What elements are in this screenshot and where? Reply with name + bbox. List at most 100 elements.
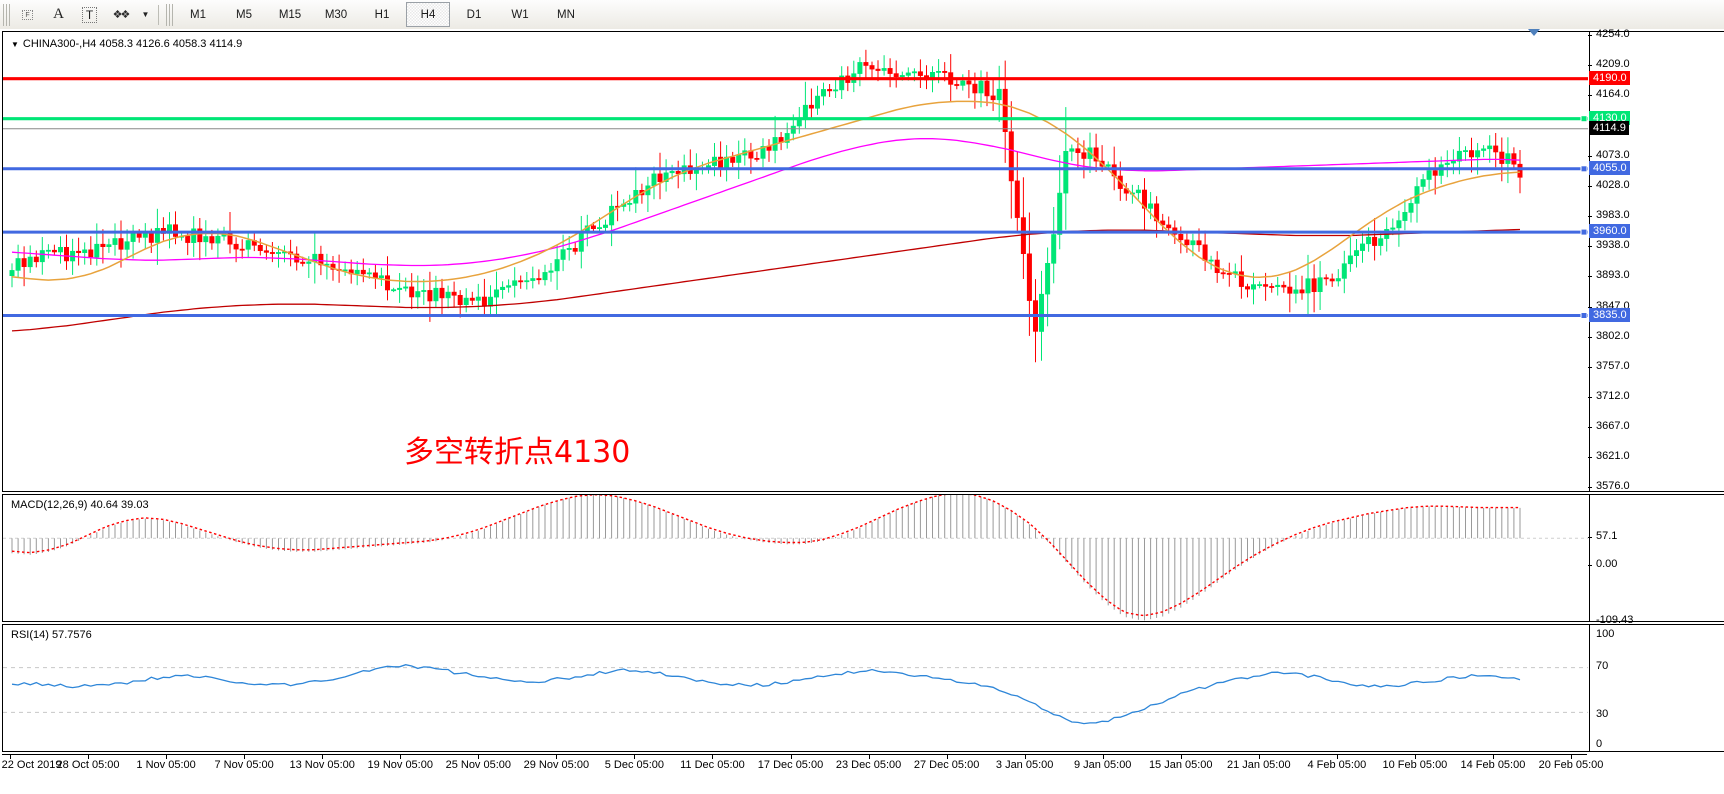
date-axis-label: 5 Dec 05:00 xyxy=(604,759,665,771)
timeframe-m30[interactable]: M30 xyxy=(324,8,348,21)
price-tag-4055.0[interactable]: 4055.0 xyxy=(1589,160,1630,175)
price-axis-tick xyxy=(1588,155,1592,157)
timeframe-mn[interactable]: MN xyxy=(557,8,575,21)
date-axis-label: 14 Feb 05:00 xyxy=(1460,759,1526,771)
macd-histogram xyxy=(11,495,1521,621)
price-tag-4114.9[interactable]: 4114.9 xyxy=(1589,120,1629,135)
price-tag-3960.0[interactable]: 3960.0 xyxy=(1589,224,1630,239)
rsi-header: RSI(14) 57.7576 xyxy=(11,629,92,641)
date-axis-label: 21 Jan 05:00 xyxy=(1226,759,1291,771)
timeframe-d1[interactable]: D1 xyxy=(466,8,482,21)
date-axis-tick xyxy=(1336,755,1338,759)
date-axis-tick xyxy=(1571,755,1572,759)
timeframe-w1[interactable]: W1 xyxy=(511,8,529,21)
timeframe-h1[interactable]: H1 xyxy=(374,8,390,21)
text-box-icon[interactable]: T xyxy=(75,2,104,27)
macd-header: MACD(12,26,9) 40.64 39.03 xyxy=(11,499,149,511)
date-axis-tick xyxy=(1024,755,1026,759)
rsi-axis-line xyxy=(1589,625,1590,751)
date-axis-label: 27 Dec 05:00 xyxy=(913,759,980,771)
price-tag-4190.0[interactable]: 4190.0 xyxy=(1589,70,1630,85)
timeframe-m5[interactable]: M5 xyxy=(236,8,252,21)
objects-icon[interactable]: ❖❖ xyxy=(106,2,135,27)
price-axis-tick xyxy=(1588,95,1592,97)
date-axis-label: 11 Dec 05:00 xyxy=(680,759,745,771)
date-axis-label: 28 Oct 05:00 xyxy=(56,759,120,771)
symbol-header-text: CHINA300-,H4 4058.3 4126.6 4058.3 4114.9 xyxy=(22,38,243,50)
chevron-down-icon[interactable]: ▼ xyxy=(137,2,153,27)
toolbar-divider xyxy=(158,4,159,25)
crosshair-f-glyph: F xyxy=(22,9,33,20)
symbol-header: ▼ CHINA300-,H4 4058.3 4126.6 4058.3 4114… xyxy=(11,38,242,50)
text-label-icon[interactable]: A xyxy=(44,2,73,27)
price-axis-label: 4254.0 xyxy=(1596,28,1630,41)
price-axis-label: 3757.0 xyxy=(1596,359,1630,372)
date-axis-tick xyxy=(1414,755,1416,759)
date-axis-label: 7 Nov 05:00 xyxy=(214,759,274,771)
price-axis-tick xyxy=(1588,457,1592,459)
date-axis-label: 3 Jan 05:00 xyxy=(995,759,1054,771)
rsi-axis-label: 100 xyxy=(1596,628,1615,640)
date-axis-label: 19 Nov 05:00 xyxy=(367,759,433,771)
level-handle[interactable] xyxy=(1580,115,1588,123)
timeframe-m1[interactable]: M1 xyxy=(190,8,206,21)
price-axis-label: 3621.0 xyxy=(1596,450,1630,463)
rsi-axis-label: 30 xyxy=(1596,708,1609,720)
price-axis-label: 3802.0 xyxy=(1596,329,1630,342)
rsi-panel[interactable]: RSI(14) 57.7576 xyxy=(2,624,1724,752)
macd-panel[interactable]: MACD(12,26,9) 40.64 39.03 xyxy=(2,494,1724,622)
date-axis-tick xyxy=(1102,755,1104,759)
toolbar-grip-1[interactable] xyxy=(3,3,10,26)
price-axis-tick xyxy=(1588,245,1592,247)
price-axis-tick xyxy=(1588,396,1592,398)
date-axis-tick xyxy=(790,755,792,759)
ma-orange-line xyxy=(11,100,1521,283)
macd-axis-tick xyxy=(1588,621,1592,622)
date-axis-tick xyxy=(88,755,90,759)
price-axis-label: 3893.0 xyxy=(1596,268,1630,281)
price-axis-tick xyxy=(1588,306,1592,308)
macd-signal-line xyxy=(11,495,1520,617)
date-axis-tick xyxy=(634,755,636,759)
date-axis-label: 23 Dec 05:00 xyxy=(835,759,902,771)
price-axis-label: 4164.0 xyxy=(1596,88,1630,101)
price-axis-label: 3712.0 xyxy=(1596,389,1630,402)
price-axis-label: 3667.0 xyxy=(1596,419,1630,432)
price-axis-tick xyxy=(1588,336,1592,338)
price-scale[interactable]: 4254.0 4209.0 4164.0 4073.0 4028.0 3983.0 3938… xyxy=(1588,28,1724,752)
date-axis-tick xyxy=(1492,755,1494,759)
price-axis-tick xyxy=(1588,426,1592,428)
chart-annotation-text: 多空转折点4130 xyxy=(404,435,631,470)
toolbar-grip-2[interactable] xyxy=(166,3,173,26)
rsi-chart-canvas xyxy=(3,664,1588,725)
date-axis-tick xyxy=(166,755,168,759)
objects-glyph: ❖❖ xyxy=(112,9,131,21)
chart-scroll-marker[interactable] xyxy=(1528,29,1540,36)
level-handle[interactable] xyxy=(1580,228,1588,236)
ma-darkred-line xyxy=(11,228,1521,332)
date-axis-label: 1 Nov 05:00 xyxy=(136,759,196,771)
chevron-down-glyph: ▼ xyxy=(141,10,150,19)
date-axis-tick xyxy=(400,755,402,759)
rsi-axis-label: 70 xyxy=(1596,660,1609,672)
price-panel[interactable]: ▼ CHINA300-,H4 4058.3 4126.6 4058.3 4114… xyxy=(2,31,1724,492)
timeframe-m15[interactable]: M15 xyxy=(278,8,302,21)
macd-axis-tick xyxy=(1588,565,1592,566)
crosshair-f-icon[interactable]: F xyxy=(13,2,42,27)
rsi-line xyxy=(11,664,1521,725)
date-scale[interactable]: 22 Oct 2019 28 Oct 05:00 1 Nov 05:00 7 Nov … xyxy=(2,754,1603,794)
level-handle[interactable] xyxy=(1580,312,1588,319)
timeframe-h4[interactable]: H4 xyxy=(406,2,450,27)
macd-axis-label: 0.00 xyxy=(1596,558,1618,570)
rsi-axis-label: 0 xyxy=(1596,738,1603,750)
date-axis-tick xyxy=(322,755,324,759)
level-handle[interactable] xyxy=(1580,165,1588,173)
date-axis-label: 10 Feb 05:00 xyxy=(1382,759,1448,771)
collapse-arrow-icon[interactable]: ▼ xyxy=(11,39,19,49)
price-tag-3835.0[interactable]: 3835.0 xyxy=(1589,307,1630,322)
date-axis-tick xyxy=(244,755,246,759)
price-axis-label: 3576.0 xyxy=(1596,480,1630,493)
date-axis-tick xyxy=(1180,755,1182,759)
price-axis-label: 3938.0 xyxy=(1596,238,1630,251)
text-box-glyph: T xyxy=(81,6,98,23)
